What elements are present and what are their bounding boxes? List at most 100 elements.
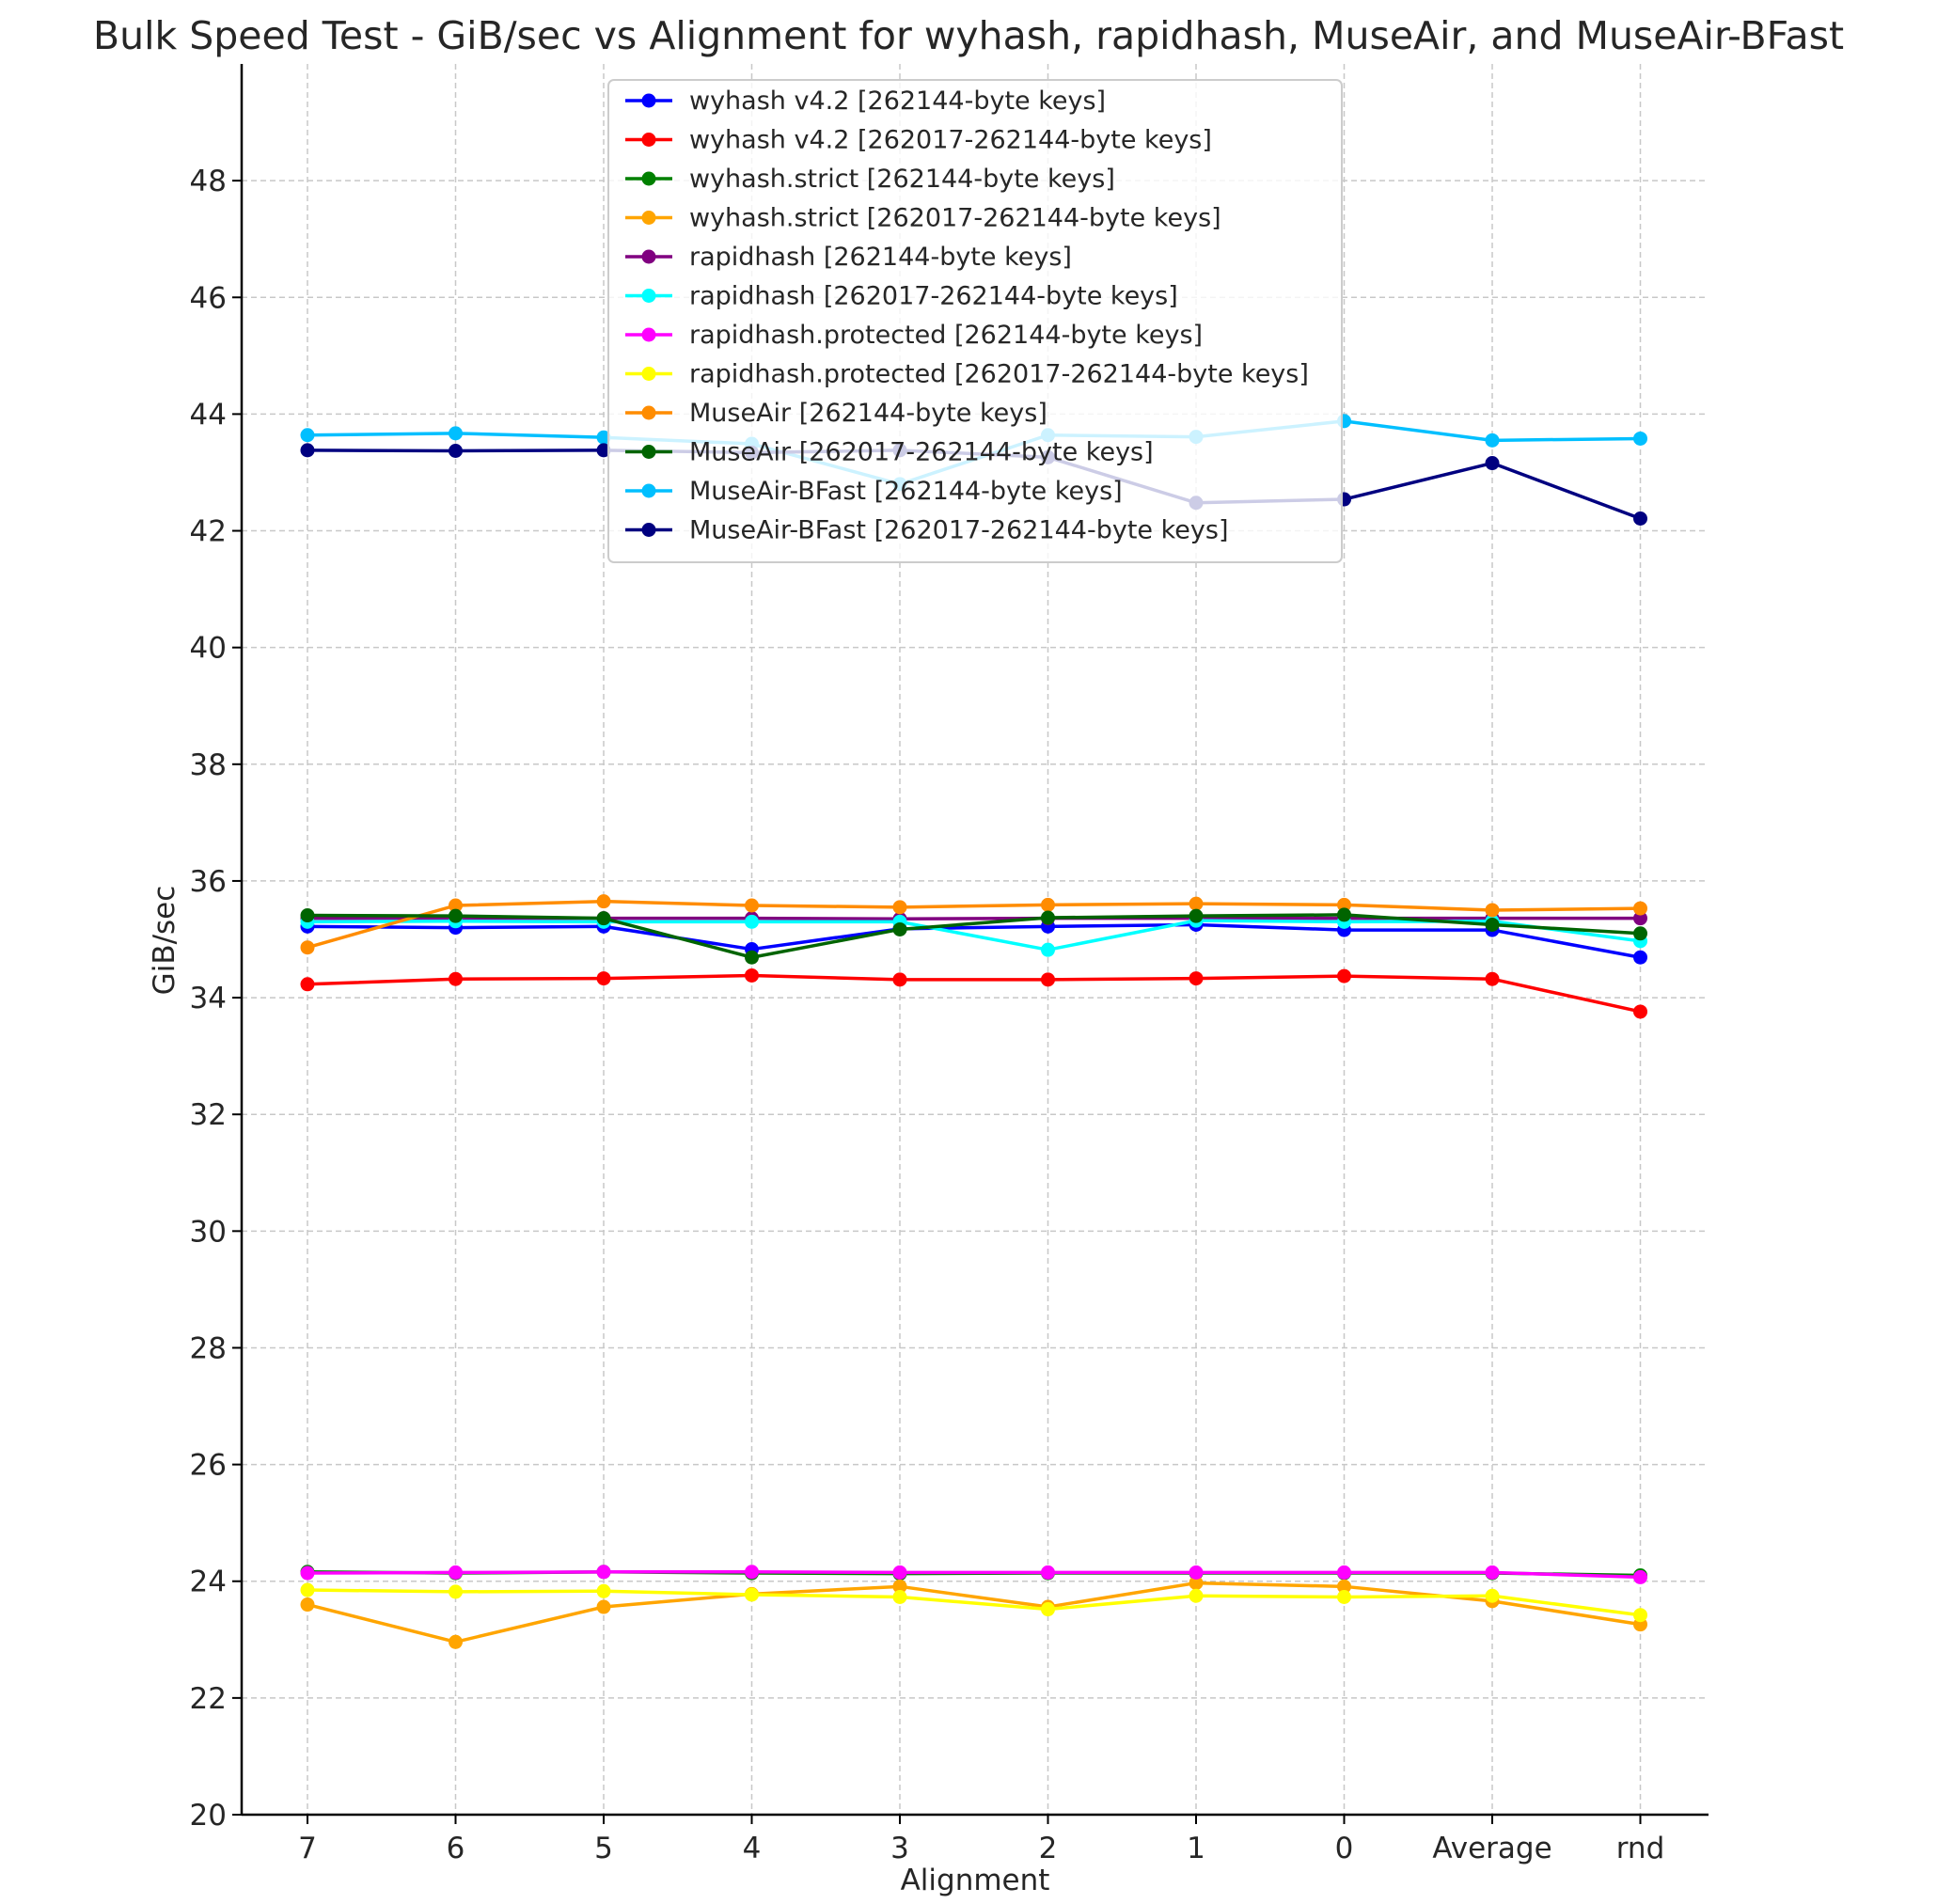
y-tick-label: 46 [190, 281, 227, 315]
y-axis-label: GiB/sec [148, 886, 181, 996]
data-point [300, 940, 315, 955]
data-point [1633, 926, 1647, 941]
legend-swatch-marker [641, 483, 656, 498]
data-point [892, 972, 907, 987]
data-point [1189, 1588, 1204, 1603]
data-point [1337, 1579, 1351, 1594]
data-point [1633, 901, 1647, 916]
data-point [1633, 511, 1647, 526]
data-point [596, 443, 611, 458]
legend-label: wyhash v4.2 [262144-byte keys] [689, 87, 1106, 116]
series-line [307, 1581, 1641, 1644]
legend-label: MuseAir [262017-262144-byte keys] [689, 438, 1154, 467]
data-point [1485, 1565, 1500, 1580]
y-tick-label: 26 [190, 1449, 227, 1483]
y-tick-label: 32 [190, 1098, 227, 1132]
x-tick-label: 0 [1335, 1832, 1354, 1865]
data-point [1189, 1576, 1204, 1591]
legend-entry: wyhash v4.2 [262017-262144-byte keys] [625, 126, 1212, 155]
data-point [449, 971, 463, 986]
data-point [1337, 1565, 1351, 1580]
data-point [1041, 1565, 1055, 1580]
y-tick-label: 24 [190, 1566, 227, 1599]
legend-label: rapidhash.protected [262144-byte keys] [689, 321, 1203, 350]
x-tick-label: 3 [890, 1832, 909, 1865]
data-point [300, 1566, 315, 1581]
legend-swatch-marker [641, 367, 656, 381]
y-tick-label: 38 [190, 748, 227, 782]
data-point [1485, 903, 1500, 918]
y-tick-label: 20 [190, 1799, 227, 1833]
data-point [892, 900, 907, 915]
y-tick-label: 36 [190, 865, 227, 899]
data-point [1485, 456, 1500, 471]
data-point [892, 921, 907, 936]
data-point [1189, 971, 1204, 986]
legend-entry: wyhash.strict [262144-byte keys] [625, 165, 1115, 194]
y-tick-label: 22 [190, 1682, 227, 1716]
series-line [307, 973, 1641, 1014]
legend-entry: wyhash v4.2 [262144-byte keys] [625, 87, 1106, 116]
x-tick-label: 1 [1187, 1832, 1205, 1865]
data-point [745, 898, 759, 913]
x-tick-label: 6 [447, 1832, 465, 1865]
data-point [596, 894, 611, 909]
y-tick-label: 48 [190, 165, 227, 198]
series-4 [300, 1576, 1647, 1649]
data-point [1633, 911, 1647, 926]
data-point [300, 977, 315, 992]
legend-swatch-marker [641, 445, 656, 459]
data-point [745, 950, 759, 965]
series-line [307, 919, 1641, 952]
data-point [745, 1565, 759, 1580]
legend-swatch-marker [641, 171, 656, 186]
data-point [1633, 1608, 1647, 1623]
x-tick-label: rnd [1616, 1832, 1665, 1865]
data-point [1337, 968, 1351, 983]
legend-swatch-marker [641, 249, 656, 264]
series-9 [300, 894, 1647, 955]
legend-entry: rapidhash.protected [262144-byte keys] [625, 321, 1203, 350]
legend-swatch-marker [641, 211, 656, 225]
data-point [300, 1597, 315, 1613]
legend-label: wyhash.strict [262017-262144-byte keys] [689, 204, 1221, 233]
data-point [596, 1565, 611, 1580]
legend-swatch-marker [641, 327, 656, 342]
data-point [1189, 1565, 1204, 1580]
data-point [449, 1634, 463, 1649]
data-point [1337, 907, 1351, 922]
data-point [596, 1583, 611, 1598]
series-2 [300, 968, 1647, 1019]
legend-swatch-marker [641, 523, 656, 537]
series-8 [300, 1582, 1647, 1623]
legend-label: wyhash v4.2 [262017-262144-byte keys] [689, 126, 1212, 155]
legend-label: MuseAir-BFast [262144-byte keys] [689, 477, 1123, 506]
data-point [449, 908, 463, 923]
data-point [1485, 433, 1500, 448]
data-point [596, 1599, 611, 1614]
series-line [307, 1570, 1641, 1580]
x-tick-label: 2 [1039, 1832, 1058, 1865]
legend-entry: MuseAir [262144-byte keys] [625, 399, 1047, 428]
y-tick-label: 44 [190, 398, 227, 432]
data-point [449, 444, 463, 459]
legend-entry: MuseAir-BFast [262017-262144-byte keys] [625, 516, 1229, 545]
legend-label: rapidhash.protected [262017-262144-byte … [689, 360, 1309, 389]
data-point [892, 1589, 907, 1604]
data-point [300, 1582, 315, 1597]
data-point [1633, 1004, 1647, 1019]
data-point [1041, 1602, 1055, 1617]
legend-entry: MuseAir [262017-262144-byte keys] [625, 438, 1154, 467]
data-point [1485, 1588, 1500, 1603]
legend-entry: MuseAir-BFast [262144-byte keys] [625, 477, 1123, 506]
axes-layer [240, 64, 1709, 1817]
series-line [307, 1588, 1641, 1617]
data-point [1337, 1589, 1351, 1604]
series-layer [300, 414, 1647, 1649]
data-point [892, 1579, 907, 1594]
legend-entry: wyhash.strict [262017-262144-byte keys] [625, 204, 1221, 233]
legend-swatch-marker [641, 93, 656, 108]
data-point [1189, 896, 1204, 911]
